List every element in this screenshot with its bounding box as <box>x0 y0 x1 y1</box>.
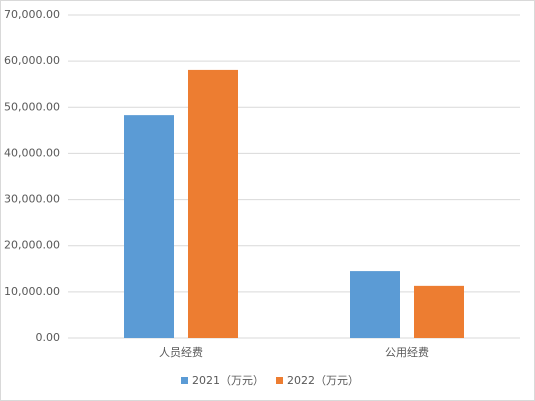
y-tick-label: 10,000.00 <box>4 285 60 298</box>
y-tick-label: 20,000.00 <box>4 239 60 252</box>
bar <box>124 115 174 338</box>
y-tick-label: 60,000.00 <box>4 54 60 67</box>
x-tick-label: 人员经费 <box>159 346 203 359</box>
y-tick-label: 0.00 <box>36 331 61 344</box>
legend-label: 2022（万元） <box>287 374 359 387</box>
bar <box>350 271 400 338</box>
bar <box>414 285 464 338</box>
legend-swatch <box>276 377 283 384</box>
y-tick-label: 50,000.00 <box>4 100 60 113</box>
y-tick-label: 40,000.00 <box>4 146 60 159</box>
legend-label: 2021（万元） <box>192 374 264 387</box>
bar <box>188 69 238 338</box>
y-tick-label: 30,000.00 <box>4 193 60 206</box>
legend-swatch <box>181 377 188 384</box>
x-tick-label: 公用经费 <box>385 346 429 359</box>
y-tick-label: 70,000.00 <box>4 8 60 21</box>
